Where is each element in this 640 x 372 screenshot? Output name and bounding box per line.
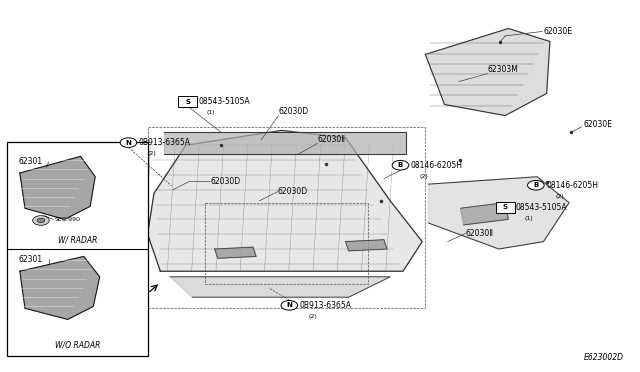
Polygon shape bbox=[148, 131, 422, 271]
Text: 62301: 62301 bbox=[19, 255, 43, 264]
Circle shape bbox=[120, 138, 137, 147]
Text: (2): (2) bbox=[148, 151, 156, 156]
Text: S: S bbox=[186, 99, 190, 105]
Polygon shape bbox=[164, 132, 406, 154]
Circle shape bbox=[527, 180, 544, 190]
Text: 08543-5105A: 08543-5105A bbox=[515, 203, 567, 212]
Text: (2): (2) bbox=[308, 314, 317, 319]
Text: S: S bbox=[502, 205, 508, 211]
Circle shape bbox=[392, 160, 409, 170]
Text: 0B913-6365A: 0B913-6365A bbox=[300, 301, 351, 310]
Text: (1): (1) bbox=[207, 110, 216, 115]
Text: 08146-6205H: 08146-6205H bbox=[411, 161, 463, 170]
Text: W/ RADAR: W/ RADAR bbox=[58, 235, 97, 244]
Text: E623002D: E623002D bbox=[583, 353, 623, 362]
Polygon shape bbox=[214, 247, 256, 258]
Text: 62030D: 62030D bbox=[278, 187, 308, 196]
Circle shape bbox=[33, 216, 49, 225]
Text: 62030D: 62030D bbox=[278, 108, 308, 116]
Circle shape bbox=[281, 301, 298, 310]
Text: 62030Ⅱ: 62030Ⅱ bbox=[317, 135, 346, 144]
Text: 0B913-6365A: 0B913-6365A bbox=[139, 138, 191, 147]
Polygon shape bbox=[426, 29, 550, 116]
Polygon shape bbox=[429, 177, 569, 249]
Bar bbox=[7, 141, 148, 356]
FancyBboxPatch shape bbox=[495, 202, 515, 213]
Text: W/O RADAR: W/O RADAR bbox=[54, 341, 100, 350]
Text: 62030E: 62030E bbox=[543, 27, 573, 36]
Text: 62303M: 62303M bbox=[487, 65, 518, 74]
Text: SEC.990: SEC.990 bbox=[55, 217, 81, 222]
Text: 62030D: 62030D bbox=[210, 177, 240, 186]
Text: (2): (2) bbox=[555, 194, 564, 199]
Circle shape bbox=[37, 218, 45, 223]
Text: B: B bbox=[398, 162, 403, 168]
Text: 62030E: 62030E bbox=[583, 121, 612, 129]
Text: 62030Ⅱ: 62030Ⅱ bbox=[466, 229, 493, 238]
Polygon shape bbox=[170, 277, 390, 297]
Polygon shape bbox=[20, 256, 100, 320]
Polygon shape bbox=[461, 203, 508, 225]
Text: N: N bbox=[287, 302, 292, 308]
Text: 08543-5105A: 08543-5105A bbox=[198, 97, 250, 106]
Polygon shape bbox=[20, 156, 95, 219]
Text: N: N bbox=[125, 140, 131, 146]
FancyBboxPatch shape bbox=[178, 96, 197, 107]
Polygon shape bbox=[346, 240, 387, 251]
Text: (1): (1) bbox=[524, 216, 533, 221]
Text: 62301: 62301 bbox=[19, 157, 43, 166]
Text: (2): (2) bbox=[420, 174, 428, 179]
Text: 08146-6205H: 08146-6205H bbox=[546, 181, 598, 190]
Text: B: B bbox=[533, 182, 538, 188]
